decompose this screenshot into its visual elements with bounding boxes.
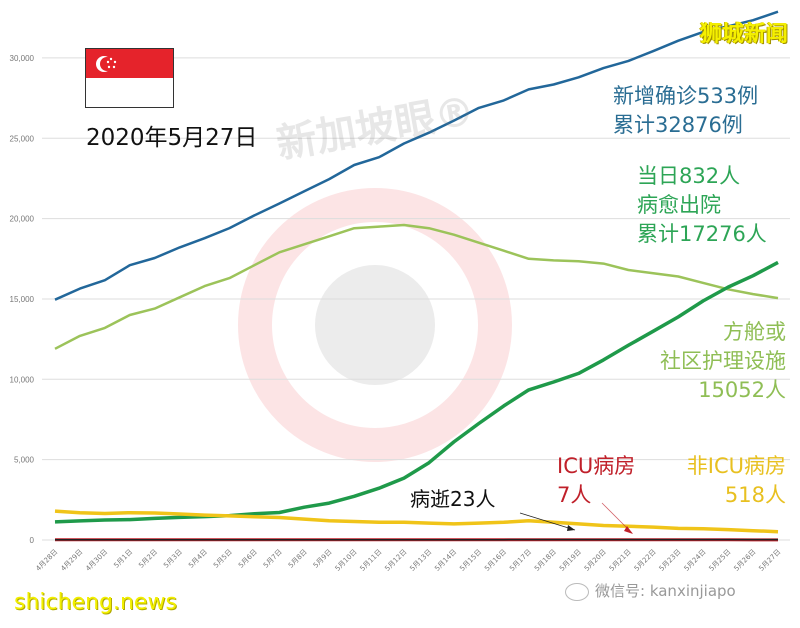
community-facility-annotation: 方舱或 社区护理设施 15052人 — [660, 320, 786, 402]
x-tick-label: 5月18日 — [533, 548, 558, 573]
x-tick-label: 5月5日 — [212, 548, 234, 570]
cumulative-cases-annotation: 新增确诊533例 累计32876例 — [613, 84, 759, 137]
discharged-annotation: 当日832人 病愈出院 累计17276人 — [637, 164, 767, 246]
x-tick-label: 4月30日 — [84, 548, 109, 573]
icu-annotation: ICU病房 7人 — [557, 454, 636, 507]
x-tick-label: 5月3日 — [162, 548, 184, 570]
x-tick-label: 5月6日 — [237, 548, 259, 570]
brand-label: 狮城新闻 — [699, 22, 788, 47]
x-tick-label: 5月14日 — [433, 548, 458, 573]
x-tick-label: 5月4日 — [187, 548, 209, 570]
x-tick-label: 5月23日 — [658, 548, 683, 573]
series-line — [54, 260, 779, 524]
x-tick-label: 5月16日 — [483, 548, 508, 573]
x-tick-label: 5月27日 — [757, 548, 782, 573]
watermark-logo — [238, 188, 512, 462]
site-watermark: shicheng.news — [14, 590, 177, 615]
x-tick-label: 5月17日 — [508, 548, 533, 573]
x-tick-label: 5月24日 — [683, 548, 708, 573]
x-tick-label: 5月19日 — [558, 548, 583, 573]
death-arrow — [519, 512, 576, 531]
x-axis-labels: 4月28日 4月29日 4月30日 5月1日 5月2日 5月3日 5月4日 5月5日 5月6日 5… — [34, 548, 782, 573]
wechat-id: 微信号: kanxinjiapo — [565, 580, 736, 601]
x-tick-label: 4月29日 — [59, 548, 84, 573]
y-tick-label: 25,000 — [10, 134, 35, 143]
x-tick-label: 5月13日 — [408, 548, 433, 573]
wechat-icon — [565, 582, 589, 601]
x-tick-label: 5月12日 — [383, 548, 408, 573]
x-tick-label: 5月20日 — [583, 548, 608, 573]
x-tick-label: 5月21日 — [608, 548, 633, 573]
y-axis-labels: 0 5,000 10,000 15,000 20,000 25,000 30,000 — [10, 54, 35, 545]
x-tick-label: 5月11日 — [359, 548, 384, 573]
series-line — [54, 223, 779, 350]
x-tick-label: 5月9日 — [312, 548, 334, 570]
y-tick-label: 5,000 — [14, 456, 35, 465]
x-tick-label: 5月1日 — [112, 548, 134, 570]
x-tick-label: 4月28日 — [34, 548, 59, 573]
series-line — [54, 509, 779, 534]
x-tick-label: 5月7日 — [262, 548, 284, 570]
y-tick-label: 20,000 — [10, 215, 35, 224]
x-tick-label: 5月15日 — [458, 548, 483, 573]
singapore-flag-icon — [85, 48, 174, 108]
y-tick-label: 30,000 — [10, 54, 35, 63]
data-series — [54, 10, 779, 542]
icu-arrow — [601, 502, 633, 534]
x-tick-label: 5月22日 — [633, 548, 658, 573]
non-icu-annotation: 非ICU病房 518人 — [686, 454, 786, 507]
x-tick-label: 5月2日 — [137, 548, 159, 570]
chart-date-title: 2020年5月27日 — [86, 125, 258, 151]
deaths-annotation: 病逝23人 — [410, 487, 496, 511]
series-line — [54, 10, 779, 301]
y-tick-label: 10,000 — [10, 375, 35, 384]
x-tick-label: 5月25日 — [708, 548, 733, 573]
x-tick-label: 5月26日 — [732, 548, 757, 573]
y-tick-label: 0 — [30, 536, 35, 545]
x-tick-label: 5月10日 — [334, 548, 359, 573]
y-tick-label: 15,000 — [10, 295, 35, 304]
x-tick-label: 5月8日 — [287, 548, 309, 570]
